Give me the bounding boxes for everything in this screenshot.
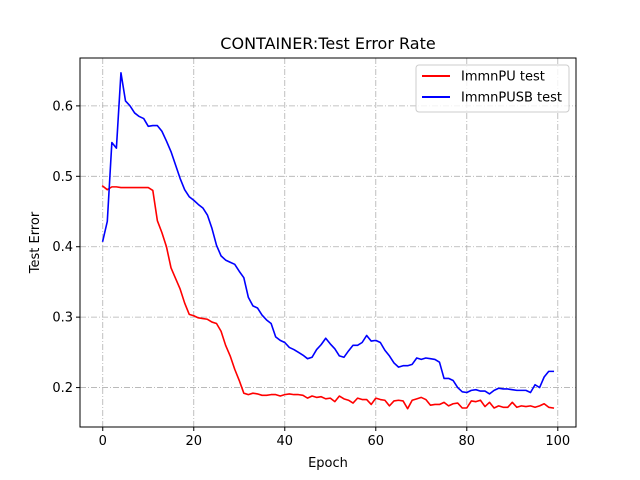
legend: ImmnPU test ImmnPUSB test xyxy=(415,64,570,113)
y-tick-label: 0.3 xyxy=(52,311,73,326)
series-line-1 xyxy=(101,71,555,395)
y-tick-label: 0.4 xyxy=(52,240,73,255)
plot-frame xyxy=(79,57,577,428)
y-axis-label: Test Error xyxy=(28,211,43,274)
y-tick-label: 0.5 xyxy=(52,170,73,185)
x-tick-label: 80 xyxy=(459,434,476,449)
x-tick-label: 60 xyxy=(368,434,385,449)
y-tick-label: 0.2 xyxy=(52,381,73,396)
legend-label-immnpu: ImmnPU test xyxy=(461,70,545,85)
x-tick-label: 20 xyxy=(185,434,202,449)
grid-layer xyxy=(80,58,576,427)
plot-area xyxy=(80,58,576,427)
x-tick-label: 100 xyxy=(545,434,570,449)
series-line-0 xyxy=(101,185,555,410)
legend-label-immnpusb: ImmnPUSB test xyxy=(461,91,562,106)
series-layer xyxy=(101,71,555,410)
x-axis-label: Epoch xyxy=(308,456,348,471)
tick-layer: 0 20 40 60 80 100 0.2 0.3 0.4 0.5 0.6 xyxy=(52,99,570,449)
x-tick-label: 40 xyxy=(276,434,293,449)
x-tick-label: 0 xyxy=(99,434,107,449)
legend-box xyxy=(415,64,570,113)
chart-title: CONTAINER:Test Error Rate xyxy=(220,34,435,53)
y-tick-label: 0.6 xyxy=(52,99,73,114)
